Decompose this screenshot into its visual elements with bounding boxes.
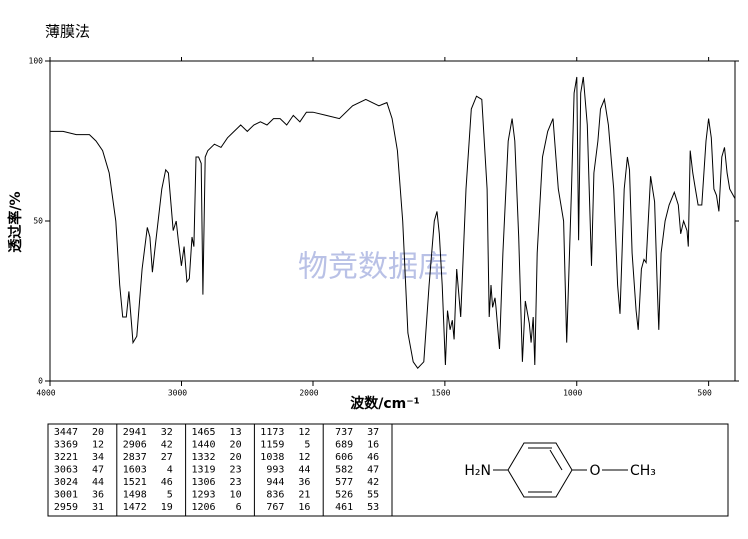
peak-transmittance: 4: [167, 465, 173, 476]
peak-wavenumber: 2959: [54, 502, 78, 513]
amine-label: H₂N: [464, 463, 491, 479]
double-bond: [549, 449, 563, 471]
peak-wavenumber: 767: [266, 502, 284, 513]
peak-transmittance: 47: [92, 465, 104, 476]
peak-wavenumber: 2906: [123, 440, 147, 451]
peak-wavenumber: 1440: [192, 440, 216, 451]
peak-transmittance: 20: [230, 452, 242, 463]
peak-transmittance: 37: [367, 427, 379, 438]
peak-transmittance: 19: [161, 502, 173, 513]
peak-wavenumber: 1472: [123, 502, 147, 513]
peak-transmittance: 42: [367, 477, 379, 488]
peak-wavenumber: 1306: [192, 477, 216, 488]
peak-transmittance: 16: [298, 502, 310, 513]
peak-wavenumber: 1159: [260, 440, 284, 451]
peak-wavenumber: 461: [335, 502, 353, 513]
x-tick-label: 1000: [563, 389, 582, 398]
peak-wavenumber: 689: [335, 440, 353, 451]
peak-transmittance: 36: [92, 490, 104, 501]
watermark: 物竞数据库: [298, 250, 448, 285]
peak-transmittance: 20: [92, 427, 104, 438]
y-tick-label: 50: [33, 217, 43, 226]
peak-transmittance: 46: [161, 477, 173, 488]
peak-transmittance: 31: [92, 502, 104, 513]
chart-title: 薄膜法: [45, 23, 90, 41]
benzene-ring: [493, 442, 628, 498]
peak-wavenumber: 3001: [54, 490, 78, 501]
peak-transmittance: 12: [298, 452, 310, 463]
peak-transmittance: 36: [298, 477, 310, 488]
peak-transmittance: 12: [92, 440, 104, 451]
x-tick-label: 2000: [299, 389, 318, 398]
peak-transmittance: 16: [367, 440, 379, 451]
peak-wavenumber: 1332: [192, 452, 216, 463]
peak-transmittance: 46: [367, 452, 379, 463]
oxygen-label: O: [589, 463, 600, 479]
peak-transmittance: 42: [161, 440, 173, 451]
peak-transmittance: 32: [161, 427, 173, 438]
peak-wavenumber: 1603: [123, 465, 147, 476]
peak-wavenumber: 993: [266, 465, 284, 476]
peak-wavenumber: 3024: [54, 477, 78, 488]
peak-transmittance: 53: [367, 502, 379, 513]
peak-transmittance: 5: [304, 440, 310, 451]
peak-wavenumber: 3063: [54, 465, 78, 476]
peak-wavenumber: 737: [335, 427, 353, 438]
y-axis-label: 透过率/%: [7, 191, 24, 252]
peak-transmittance: 23: [230, 477, 242, 488]
peak-transmittance: 13: [230, 427, 242, 438]
peak-transmittance: 55: [367, 490, 379, 501]
peak-wavenumber: 836: [266, 490, 284, 501]
x-tick-label: 1500: [431, 389, 450, 398]
peak-wavenumber: 1465: [192, 427, 216, 438]
peak-wavenumber: 3447: [54, 427, 78, 438]
peak-wavenumber: 1038: [260, 452, 284, 463]
peak-wavenumber: 1521: [123, 477, 147, 488]
peak-wavenumber: 944: [266, 477, 284, 488]
peak-wavenumber: 2837: [123, 452, 147, 463]
peak-wavenumber: 606: [335, 452, 353, 463]
x-tick-label: 500: [697, 389, 712, 398]
peak-transmittance: 12: [298, 427, 310, 438]
x-axis-label: 波数/cm⁻¹: [350, 395, 420, 412]
methyl-label: CH₃: [630, 463, 656, 479]
peak-transmittance: 47: [367, 465, 379, 476]
peak-transmittance: 21: [298, 490, 310, 501]
plot-frame: [49, 60, 736, 382]
peak-wavenumber: 1173: [260, 427, 284, 438]
peak-transmittance: 27: [161, 452, 173, 463]
peak-wavenumber: 526: [335, 490, 353, 501]
peak-wavenumber: 1319: [192, 465, 216, 476]
peak-transmittance: 20: [230, 440, 242, 451]
ring: [507, 442, 573, 498]
spectrum-line: [50, 76, 736, 369]
peak-transmittance: 34: [92, 452, 104, 463]
y-tick-label: 100: [29, 57, 44, 66]
peak-transmittance: 23: [230, 465, 242, 476]
peak-wavenumber: 582: [335, 465, 353, 476]
x-tick-label: 3000: [168, 389, 187, 398]
peak-wavenumber: 1498: [123, 490, 147, 501]
y-tick-label: 0: [38, 377, 43, 386]
table-frame: [47, 423, 729, 517]
x-tick-label: 4000: [36, 389, 55, 398]
peak-wavenumber: 577: [335, 477, 353, 488]
peak-wavenumber: 3369: [54, 440, 78, 451]
peak-wavenumber: 1206: [192, 502, 216, 513]
peak-wavenumber: 2941: [123, 427, 147, 438]
peak-wavenumber: 1293: [192, 490, 216, 501]
peak-transmittance: 44: [298, 465, 310, 476]
peak-transmittance: 10: [230, 490, 242, 501]
peak-transmittance: 6: [236, 502, 242, 513]
peak-wavenumber: 3221: [54, 452, 78, 463]
peak-transmittance: 5: [167, 490, 173, 501]
peak-transmittance: 44: [92, 477, 104, 488]
